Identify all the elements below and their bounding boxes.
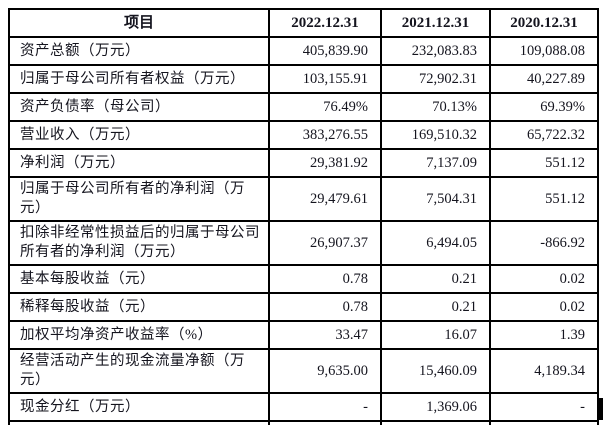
value-cell-2020: 0.02 [489, 292, 599, 322]
value-cell-2021: 232,083.83 [380, 36, 491, 66]
value-cell-2022: 0.78 [268, 264, 382, 294]
value-cell-2021: 16.07 [380, 320, 491, 350]
table-row: 资产负债率（母公司） 76.49% 70.13% 69.39% [8, 92, 599, 122]
table-row: 资产总额（万元） 405,839.90 232,083.83 109,088.0… [8, 36, 599, 66]
row-label-cell: 营业收入（万元） [8, 120, 270, 150]
value-cell-2020: 65,722.32 [489, 120, 599, 150]
value-cell-2020: 11.65% [489, 420, 599, 425]
row-label-cell: 研发投入占营业收入的比例 [8, 420, 270, 425]
header-period-2021: 2021.12.31 [380, 8, 491, 38]
value-cell-2022: 383,276.55 [268, 120, 382, 150]
table-row: 归属于母公司所有者权益（万元） 103,155.91 72,902.31 40,… [8, 64, 599, 94]
value-cell-2020: -866.92 [489, 220, 599, 266]
row-label-cell: 归属于母公司所有者权益（万元） [8, 64, 270, 94]
value-cell-2021: 72,902.31 [380, 64, 491, 94]
value-cell-2020: 40,227.89 [489, 64, 599, 94]
row-label-cell: 扣除非经常性损益后的归属于母公司所有者的净利润（万元） [8, 220, 270, 266]
value-cell-2020: 551.12 [489, 176, 599, 222]
row-label-cell: 净利润（万元） [8, 148, 270, 178]
value-cell-2020: 69.39% [489, 92, 599, 122]
table-row: 现金分红（万元） - 1,369.06 - [8, 392, 599, 422]
scan-artifact-mark [599, 398, 603, 420]
row-label-cell: 资产负债率（母公司） [8, 92, 270, 122]
table-row: 研发投入占营业收入的比例 4.99% 8.60% 11.65% [8, 420, 599, 425]
row-label-cell: 加权平均净资产收益率（%） [8, 320, 270, 350]
table-row: 归属于母公司所有者的净利润（万元） 29,479.61 7,504.31 551… [8, 176, 599, 222]
value-cell-2022: 76.49% [268, 92, 382, 122]
value-cell-2022: 4.99% [268, 420, 382, 425]
financial-summary-table: 项目 2022.12.31 2021.12.31 2020.12.31 资产总额… [8, 8, 599, 425]
header-period-2022: 2022.12.31 [268, 8, 382, 38]
table-row: 加权平均净资产收益率（%） 33.47 16.07 1.39 [8, 320, 599, 350]
value-cell-2021: 7,137.09 [380, 148, 491, 178]
value-cell-2022: 9,635.00 [268, 348, 382, 394]
table-row: 扣除非经常性损益后的归属于母公司所有者的净利润（万元） 26,907.37 6,… [8, 220, 599, 266]
value-cell-2020: 551.12 [489, 148, 599, 178]
value-cell-2020: 4,189.34 [489, 348, 599, 394]
header-item-column: 项目 [8, 8, 270, 38]
value-cell-2022: 29,479.61 [268, 176, 382, 222]
value-cell-2021: 6,494.05 [380, 220, 491, 266]
row-label-cell: 归属于母公司所有者的净利润（万元） [8, 176, 270, 222]
table-row: 经营活动产生的现金流量净额（万元） 9,635.00 15,460.09 4,1… [8, 348, 599, 394]
value-cell-2022: - [268, 392, 382, 422]
row-label-cell: 经营活动产生的现金流量净额（万元） [8, 348, 270, 394]
value-cell-2022: 103,155.91 [268, 64, 382, 94]
value-cell-2022: 405,839.90 [268, 36, 382, 66]
table-row: 营业收入（万元） 383,276.55 169,510.32 65,722.32 [8, 120, 599, 150]
value-cell-2021: 1,369.06 [380, 392, 491, 422]
value-cell-2022: 29,381.92 [268, 148, 382, 178]
row-label-cell: 现金分红（万元） [8, 392, 270, 422]
value-cell-2020: 0.02 [489, 264, 599, 294]
row-label-cell: 资产总额（万元） [8, 36, 270, 66]
value-cell-2020: - [489, 392, 599, 422]
row-label-cell: 稀释每股收益（元） [8, 292, 270, 322]
table-row: 基本每股收益（元） 0.78 0.21 0.02 [8, 264, 599, 294]
header-period-2020: 2020.12.31 [489, 8, 599, 38]
row-label-cell: 基本每股收益（元） [8, 264, 270, 294]
value-cell-2022: 26,907.37 [268, 220, 382, 266]
value-cell-2020: 109,088.08 [489, 36, 599, 66]
value-cell-2021: 8.60% [380, 420, 491, 425]
value-cell-2021: 169,510.32 [380, 120, 491, 150]
value-cell-2022: 33.47 [268, 320, 382, 350]
value-cell-2022: 0.78 [268, 292, 382, 322]
value-cell-2021: 0.21 [380, 292, 491, 322]
value-cell-2021: 70.13% [380, 92, 491, 122]
value-cell-2021: 15,460.09 [380, 348, 491, 394]
value-cell-2020: 1.39 [489, 320, 599, 350]
table-row: 净利润（万元） 29,381.92 7,137.09 551.12 [8, 148, 599, 178]
value-cell-2021: 7,504.31 [380, 176, 491, 222]
table-header-row: 项目 2022.12.31 2021.12.31 2020.12.31 [8, 8, 599, 38]
table-row: 稀释每股收益（元） 0.78 0.21 0.02 [8, 292, 599, 322]
value-cell-2021: 0.21 [380, 264, 491, 294]
